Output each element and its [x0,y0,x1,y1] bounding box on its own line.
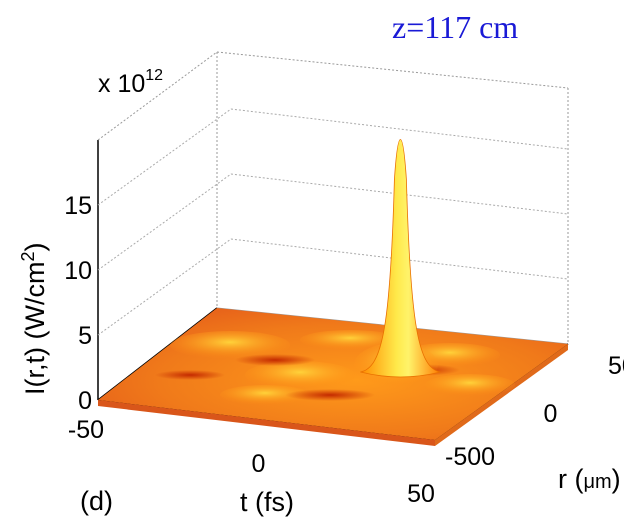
back-top-edge [216,51,569,89]
left-top-edge [97,51,218,141]
ripple-ridge [170,331,290,359]
x-tick-labels: -50 0 50 [68,416,435,508]
z-tick-label: 0 [78,387,92,415]
panel-label: (d) [80,486,113,516]
y-tick-label: 0 [544,400,558,428]
chart-title: z=117 cm [392,9,518,45]
z-gridline [97,238,569,336]
ripple-trough [235,354,315,366]
ripple-ridge [220,385,310,405]
y-tick-label: -500 [445,443,495,471]
z-gridline [97,108,569,206]
x-tick-label: 0 [252,450,266,478]
ripple-trough [155,370,225,380]
y-tick-labels: -500 0 500 [445,352,624,471]
z-gridline [97,173,569,271]
x-axis-label: t (fs) [240,487,294,517]
intensity-surface [98,139,568,446]
surface-side-edge-right [435,344,568,446]
z-axis-label-superscript: 2 [18,252,38,262]
z-multiplier-exponent: 12 [145,67,163,84]
peak-spike [360,139,441,378]
y-tick-label: 500 [608,352,624,380]
ripple-ridge [300,330,400,350]
z-tick-label: 15 [64,192,92,220]
z-multiplier: x 1012 [98,67,163,98]
z-axis-label: I(r,t) (W/cm2) [18,243,50,395]
ripple-trough [285,389,375,401]
x-tick-label: -50 [68,416,104,444]
ripple-ridge [245,361,355,389]
y-axis-label: r (μm) [558,464,621,494]
ripple-ridge [425,374,515,396]
z-tick-labels: 0 5 10 15 [64,192,92,415]
surface-side-edge [98,400,435,446]
z-gridlines [97,108,569,336]
z-tick-label: 10 [64,257,92,285]
x-tick-label: 50 [407,480,435,508]
z-tick-label: 5 [78,322,92,350]
y-axis-label-unit: μm [583,471,611,493]
